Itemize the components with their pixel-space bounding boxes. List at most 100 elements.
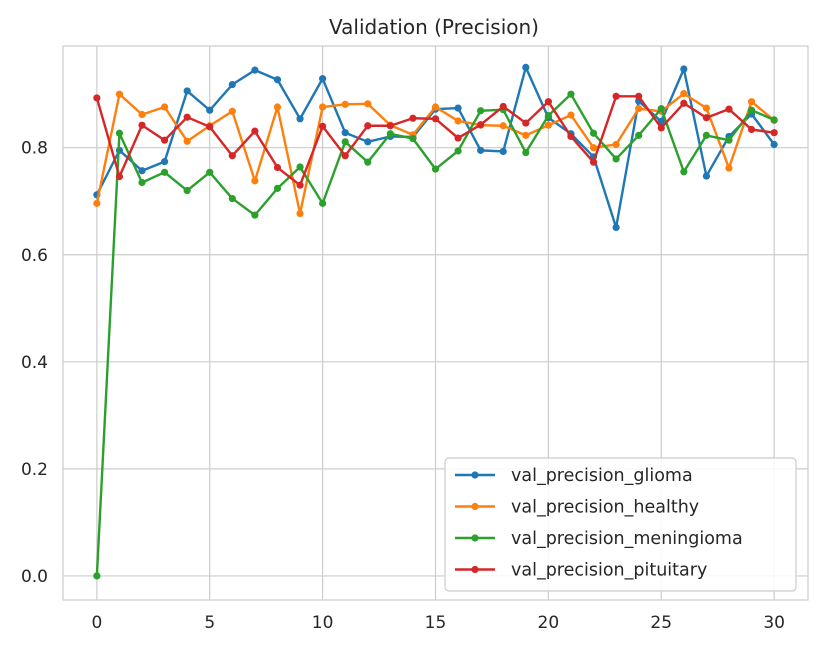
data-point: [93, 572, 101, 580]
data-point: [296, 163, 304, 171]
data-point: [589, 144, 598, 152]
data-point: [319, 103, 327, 111]
data-point: [544, 111, 552, 120]
data-point: [319, 75, 327, 83]
data-point: [251, 211, 259, 219]
data-point: [612, 155, 620, 163]
data-point: [431, 103, 440, 111]
data-point: [747, 98, 756, 106]
data-point: [251, 66, 259, 74]
data-point: [160, 136, 169, 144]
legend-item: val_precision_glioma: [455, 466, 693, 486]
data-point: [206, 168, 214, 176]
data-point: [228, 80, 236, 89]
data-point: [612, 223, 620, 232]
y-tick-label: 0.2: [21, 460, 48, 480]
x-tick-label: 15: [425, 613, 447, 633]
plot-frame: [62, 45, 809, 601]
data-point: [522, 119, 530, 127]
data-point: [499, 147, 507, 156]
data-point: [680, 99, 688, 107]
data-point: [296, 181, 304, 189]
legend-label: val_precision_healthy: [511, 498, 699, 518]
data-point: [589, 158, 598, 166]
data-point: [544, 121, 552, 129]
legend-swatch-marker: [471, 502, 479, 511]
data-point: [454, 104, 462, 112]
data-point: [635, 105, 643, 113]
data-point: [341, 100, 349, 108]
data-point: [160, 158, 169, 166]
y-tick-label: 0.8: [21, 139, 48, 159]
data-point: [680, 90, 688, 98]
data-point: [770, 129, 778, 137]
data-point: [567, 90, 575, 98]
data-point: [364, 158, 372, 166]
data-point: [341, 129, 349, 137]
chart-title: Validation (Precision): [329, 15, 539, 39]
data-point: [183, 87, 191, 95]
data-point: [228, 194, 236, 203]
data-point: [296, 115, 304, 123]
legend-item: val_precision_meningioma: [455, 529, 743, 549]
data-point: [183, 186, 191, 195]
data-point: [657, 105, 665, 113]
data-point: [725, 105, 733, 113]
data-point: [747, 125, 756, 134]
data-point: [228, 152, 236, 160]
data-point: [544, 98, 552, 106]
legend-label: val_precision_glioma: [511, 466, 693, 486]
x-tick-label: 20: [538, 613, 560, 633]
data-point: [409, 135, 417, 143]
data-point: [589, 129, 598, 137]
data-point: [725, 136, 733, 144]
data-point: [386, 130, 394, 138]
data-point: [770, 116, 778, 124]
legend-label: val_precision_meningioma: [511, 529, 743, 549]
data-point: [115, 173, 124, 181]
series-lines: [93, 63, 778, 580]
data-point: [251, 127, 259, 135]
data-point: [364, 100, 372, 108]
data-point: [499, 102, 507, 111]
data-point: [612, 140, 620, 149]
data-point: [747, 106, 756, 114]
data-point: [160, 103, 169, 111]
y-tick-label: 0.6: [21, 246, 48, 266]
data-point: [702, 114, 711, 122]
data-point: [206, 123, 214, 131]
x-tick-label: 10: [312, 613, 334, 633]
data-point: [93, 199, 101, 207]
data-point: [228, 107, 236, 115]
data-point: [183, 137, 191, 145]
data-point: [454, 117, 462, 125]
x-tick-label: 25: [650, 613, 672, 633]
data-point: [386, 122, 394, 130]
data-point: [341, 152, 349, 160]
data-point: [364, 138, 372, 146]
data-point: [273, 184, 282, 192]
data-point: [657, 124, 665, 132]
data-point: [296, 209, 304, 218]
x-tick-label: 0: [91, 613, 102, 633]
legend-item: val_precision_healthy: [455, 498, 699, 518]
data-point: [702, 104, 711, 112]
grid-lines: [63, 46, 808, 600]
legend-swatch-marker: [471, 534, 479, 542]
legend-item: val_precision_pituitary: [455, 561, 707, 581]
legend: val_precision_glioma val_precision_health…: [444, 457, 797, 592]
data-point: [115, 129, 124, 137]
y-tick-label: 0.0: [21, 567, 48, 587]
y-tick-label: 0.4: [21, 353, 48, 373]
data-point: [183, 113, 191, 121]
data-point: [409, 114, 417, 122]
series-val_precision_pituitary: [93, 92, 778, 189]
data-point: [115, 90, 124, 98]
data-point: [341, 138, 349, 146]
data-point: [431, 115, 440, 123]
data-point: [319, 199, 327, 207]
series-val_precision_meningioma: [93, 90, 778, 580]
data-point: [273, 103, 282, 111]
x-tick-label: 30: [763, 613, 785, 633]
